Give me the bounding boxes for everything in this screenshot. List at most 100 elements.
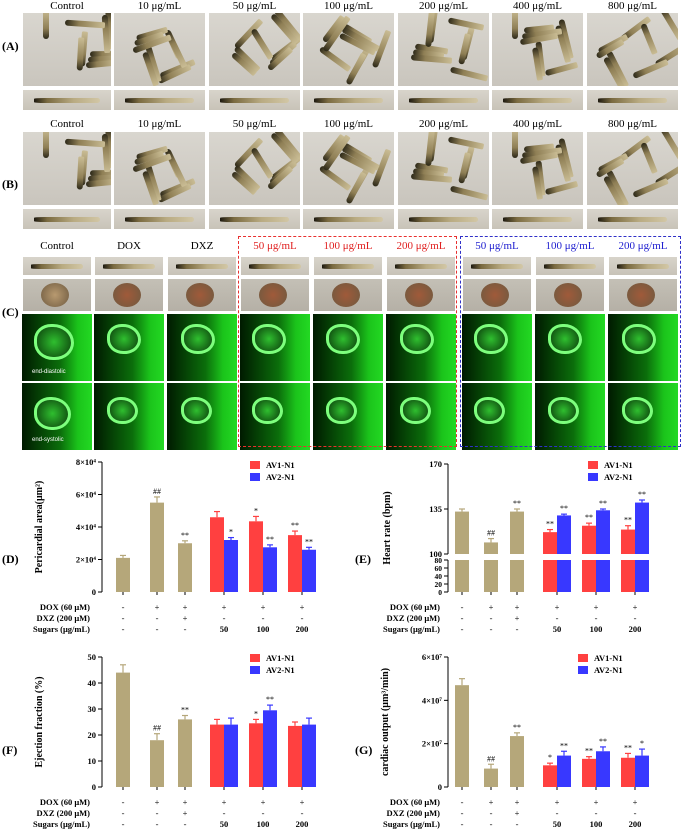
lateral-embryo-photo [491, 89, 584, 111]
treatment-cell: - [556, 613, 559, 623]
significance-mark: ## [153, 724, 161, 733]
treatment-cell: + [222, 797, 227, 807]
end-diastolic-label: end-diastolic [32, 369, 66, 375]
larva-lateral-shape [502, 216, 573, 223]
y-tick-label: 4×10⁷ [422, 695, 443, 705]
treatment-cell: - [490, 819, 493, 829]
treatment-row-label: DOX (60 μM) [390, 797, 440, 807]
legend-label-av2: AV2-N1 [266, 472, 295, 482]
panel-a-letter: (A) [2, 39, 19, 53]
y-tick-label: 2×10⁴ [76, 555, 97, 565]
legend-swatch-av2 [588, 473, 598, 481]
larva-shape [449, 66, 489, 82]
y-tick-label: 10 [88, 756, 97, 766]
fluorescent-heart-image [608, 314, 678, 381]
fluorescent-heart-image [22, 383, 92, 450]
larva-lateral-shape [597, 97, 668, 104]
pericardium-shape [554, 283, 582, 307]
larva-shape [410, 173, 453, 183]
cardiac-output-chart: 0 2×10⁷ 4×10⁷ 6×10⁷ cardiac output (μm³/min)… [380, 652, 649, 829]
larva-lateral-shape [617, 263, 669, 269]
bar [635, 755, 649, 787]
heart-outline-shape [400, 324, 434, 354]
bar-lower-segment [557, 560, 571, 592]
heart-region-photo [386, 278, 456, 312]
y-tick-label: 2×10⁷ [422, 739, 443, 749]
bar-lower-segment [510, 560, 524, 592]
bar [596, 510, 610, 554]
treatment-cell: + [489, 797, 494, 807]
bar-lower-segment [621, 560, 635, 592]
panel-b-header: 10 μg/mL [137, 118, 182, 130]
bar [116, 672, 130, 787]
treatment-cell: - [156, 613, 159, 623]
panel-c-header: 100 μg/mL [545, 240, 595, 252]
larva-lateral-shape [408, 216, 479, 223]
treatment-cell: + [183, 797, 188, 807]
embryo-photo [22, 12, 112, 87]
embryo-photo [208, 12, 301, 87]
panel-c-header: 200 μg/mL [396, 240, 446, 252]
y-tick-label: 80 [435, 556, 443, 565]
y-tick-label: 6×10⁴ [76, 490, 97, 500]
treatment-cell: 50 [553, 819, 562, 829]
treatment-cell: 200 [629, 624, 642, 634]
larva-lateral-shape [322, 263, 374, 269]
heart-outline-shape [474, 397, 505, 424]
significance-mark: ** [513, 499, 521, 508]
fluorescent-heart-image [462, 383, 532, 450]
bar [543, 532, 557, 554]
larva-shape [250, 146, 274, 180]
fluorescent-heart-image [240, 314, 310, 381]
bar [484, 768, 498, 787]
y-tick-label: 0 [438, 588, 442, 597]
whole-embryo-photo [608, 256, 678, 276]
sugar-av2-dashed-box [460, 236, 681, 447]
treatment-cell: 100 [257, 624, 270, 634]
pericardium-shape [186, 283, 214, 307]
bar-lower-segment [543, 560, 557, 592]
heart-outline-shape [474, 324, 508, 354]
heart-outline-shape [252, 397, 283, 424]
larva-shape [640, 142, 658, 174]
larva-lateral-shape [124, 216, 195, 223]
significance-mark: * [640, 739, 644, 748]
sugar-av1-dashed-box [238, 236, 457, 447]
lateral-embryo-photo [397, 89, 490, 111]
panel-b-header: 100 μg/mL [324, 118, 373, 130]
bar-lower-segment [455, 560, 469, 592]
y-tick-label: 30 [88, 704, 97, 714]
bar [543, 765, 557, 787]
fluorescent-heart-image [462, 314, 532, 381]
whole-embryo-photo [22, 256, 92, 276]
bar [557, 755, 571, 787]
bar [302, 549, 316, 592]
significance-mark: ** [181, 706, 189, 715]
treatment-cell: 50 [553, 624, 562, 634]
fluorescent-heart-image [386, 383, 456, 450]
embryo-photo [586, 12, 679, 87]
treatment-cell: + [555, 602, 560, 612]
panel-a-header: 100 μg/mL [324, 0, 373, 12]
legend-label-av2: AV2-N1 [604, 472, 633, 482]
significance-mark: ** [513, 723, 521, 732]
treatment-cell: - [461, 613, 464, 623]
larva-shape [512, 13, 518, 39]
fluorescent-heart-image [22, 314, 92, 381]
panel-a-header: 10 μg/mL [137, 0, 182, 12]
embryo-photo [302, 12, 395, 87]
whole-embryo-photo [167, 256, 237, 276]
panel-c-header: Control [40, 240, 74, 252]
significance-mark: * [254, 709, 258, 718]
fluorescent-heart-image [386, 314, 456, 381]
treatment-cell: + [633, 602, 638, 612]
treatment-cell: + [633, 797, 638, 807]
significance-mark: ** [599, 499, 607, 508]
lateral-embryo-photo [491, 208, 584, 230]
heart-outline-shape [107, 324, 141, 354]
y-tick-label: 100 [429, 549, 442, 559]
larva-lateral-shape [103, 263, 155, 269]
y-axis-title: Pericardial area(μm²) [34, 481, 45, 574]
treatment-cell: - [490, 613, 493, 623]
fluorescent-heart-image [94, 383, 164, 450]
